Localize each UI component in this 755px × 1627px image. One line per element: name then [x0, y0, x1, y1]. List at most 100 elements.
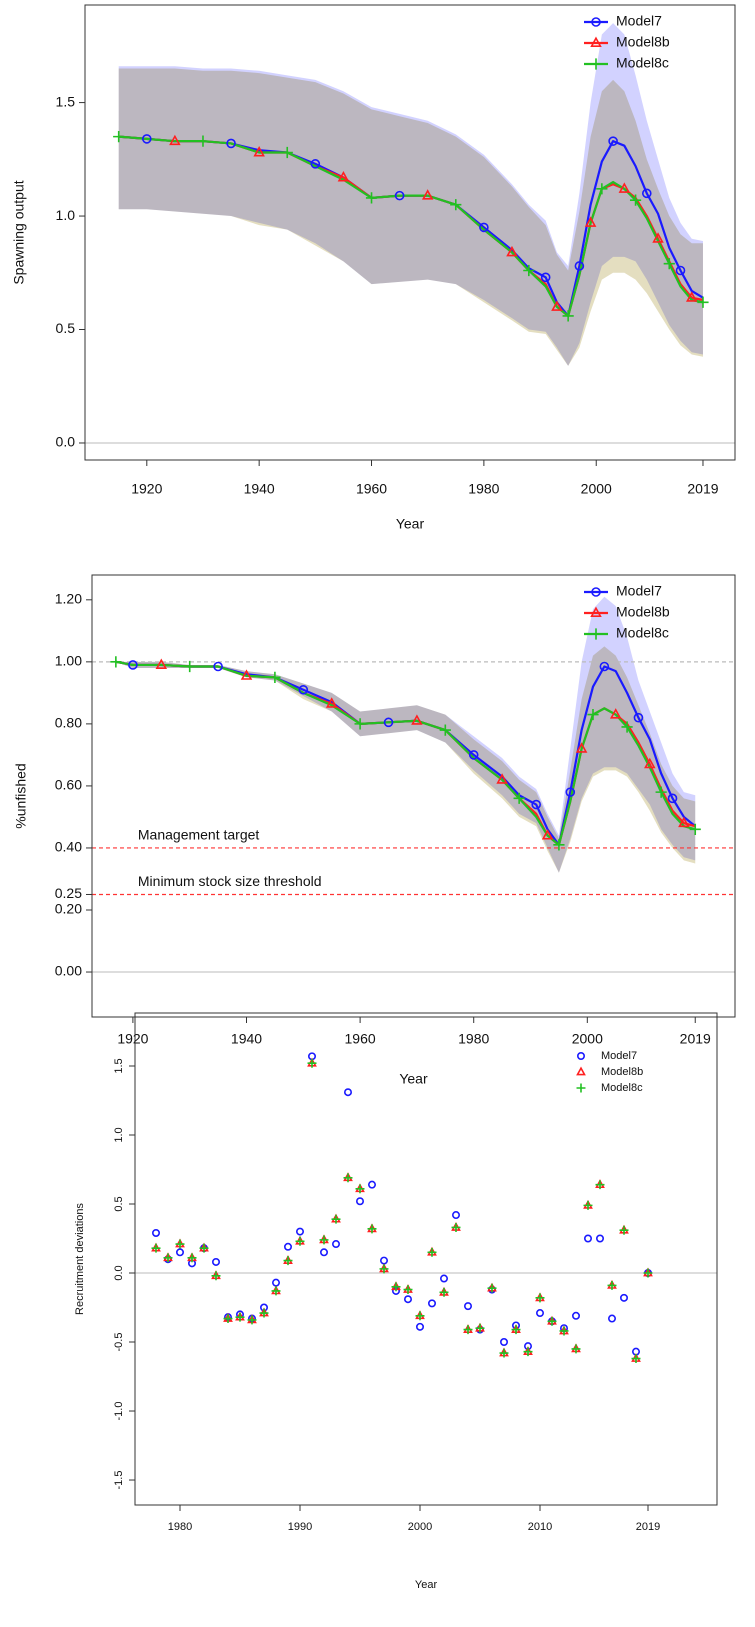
marker — [184, 660, 196, 673]
marker — [574, 261, 585, 271]
marker — [697, 296, 709, 308]
marker — [583, 1200, 593, 1210]
marker — [379, 1256, 388, 1265]
x-tick-label: 2010 — [528, 1521, 552, 1533]
x-tick-label: 2019 — [636, 1521, 660, 1533]
marker — [685, 291, 698, 302]
y-tick-label: -0.5 — [113, 1333, 125, 1352]
marker — [310, 159, 321, 169]
marker — [496, 773, 508, 784]
marker — [240, 669, 253, 680]
y-tick-label: 0.80 — [55, 715, 82, 731]
plot-frame — [84, 4, 736, 461]
marker — [187, 1253, 197, 1263]
marker — [506, 245, 518, 257]
marker — [411, 714, 423, 725]
marker — [213, 661, 223, 672]
marker — [295, 1227, 304, 1236]
marker — [319, 1248, 328, 1257]
legend-label: Model7 — [601, 1050, 637, 1062]
y-axis-label: %unfished — [13, 763, 29, 828]
y-tick-label: 0.20 — [55, 901, 82, 917]
marker — [421, 189, 434, 200]
marker — [427, 1247, 437, 1257]
marker — [596, 183, 608, 195]
marker — [354, 718, 366, 730]
marker — [391, 1282, 401, 1292]
y-tick-label: 0.0 — [113, 1265, 125, 1280]
marker — [319, 1235, 329, 1245]
marker — [337, 171, 350, 182]
x-tick-label: 1920 — [131, 481, 162, 497]
marker — [163, 1253, 173, 1263]
marker — [415, 1322, 424, 1331]
legend-label: Model7 — [616, 13, 662, 29]
x-tick-label: 1980 — [458, 1031, 489, 1047]
marker — [235, 1312, 245, 1322]
marker — [450, 199, 462, 211]
marker — [175, 1239, 185, 1249]
marker — [559, 1326, 569, 1336]
y-tick-label: 0.5 — [113, 1196, 125, 1211]
plot-area — [85, 23, 735, 444]
marker — [155, 658, 168, 669]
marker — [283, 1256, 293, 1266]
marker — [523, 264, 535, 277]
x-tick-label: 1920 — [117, 1031, 148, 1047]
x-tick-label: 2000 — [581, 481, 612, 497]
marker — [571, 1311, 580, 1320]
chart: -1.5 -1.0 -0.5 0.0 0.5 1.0 1.5 1980 1990 2000 2010… — [74, 1012, 718, 1591]
legend-label: Model8c — [601, 1082, 643, 1094]
x-tick-label: 2019 — [687, 481, 718, 497]
marker — [587, 708, 599, 721]
marker — [110, 656, 122, 668]
marker — [223, 1314, 233, 1324]
marker — [128, 660, 138, 670]
marker — [513, 792, 525, 804]
x-axis-label: Year — [399, 1071, 428, 1087]
confidence-band — [118, 68, 703, 366]
legend-label: Model8c — [616, 55, 669, 71]
y-axis-label: Spawning output — [11, 180, 27, 284]
reference-label: Minimum stock size threshold — [138, 873, 322, 889]
marker — [307, 1058, 317, 1068]
legend: Model7 Model8b Model8c — [576, 1050, 643, 1094]
marker — [618, 182, 631, 193]
y-tick-label: 1.0 — [113, 1127, 125, 1142]
marker — [609, 708, 622, 719]
marker — [298, 684, 309, 695]
marker — [590, 36, 602, 47]
marker — [631, 1354, 641, 1364]
marker — [176, 1248, 185, 1257]
marker — [633, 712, 644, 723]
marker — [663, 258, 675, 270]
marker — [583, 1234, 592, 1243]
marker — [678, 816, 690, 828]
marker — [283, 1242, 292, 1251]
marker — [591, 17, 601, 27]
x-tick-label: 1980 — [468, 481, 499, 497]
marker — [562, 310, 574, 322]
marker — [383, 717, 394, 728]
marker — [540, 272, 551, 283]
chart: 0.00 0.200.25 0.40 0.60 0.80 1.00 1.20 1920 1940… — [13, 574, 736, 1087]
marker — [141, 134, 152, 144]
marker — [629, 194, 642, 206]
marker — [281, 146, 293, 159]
marker — [355, 1197, 364, 1206]
marker — [394, 190, 405, 201]
marker — [499, 1348, 509, 1358]
marker — [247, 1315, 257, 1325]
marker — [487, 1283, 497, 1293]
marker — [427, 1299, 436, 1308]
marker — [367, 1180, 376, 1189]
marker — [652, 232, 664, 243]
x-tick-label: 2019 — [680, 1031, 711, 1047]
marker — [531, 799, 541, 810]
marker — [590, 58, 602, 70]
marker — [253, 146, 265, 157]
marker — [608, 136, 618, 146]
x-tick-label: 1940 — [244, 481, 275, 497]
marker — [463, 1302, 472, 1311]
marker — [169, 134, 181, 146]
